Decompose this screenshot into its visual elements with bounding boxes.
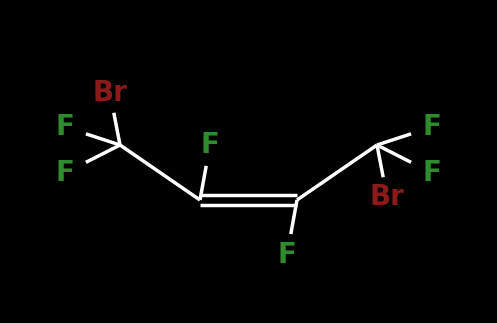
Text: Br: Br	[92, 79, 127, 107]
Text: F: F	[201, 131, 220, 159]
Text: F: F	[277, 241, 296, 269]
Text: Br: Br	[370, 183, 405, 211]
Text: F: F	[422, 159, 441, 187]
Text: F: F	[422, 113, 441, 141]
Text: F: F	[56, 159, 75, 187]
Text: F: F	[56, 113, 75, 141]
